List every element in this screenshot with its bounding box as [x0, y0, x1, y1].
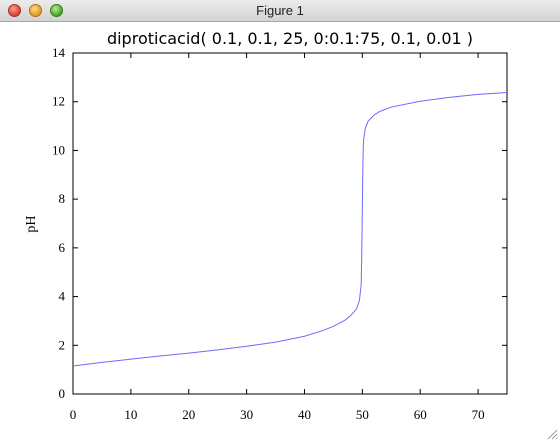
y-tick-label: 12: [52, 94, 65, 109]
window-title: Figure 1: [256, 3, 304, 18]
x-tick-label: 70: [472, 407, 485, 422]
x-tick-label: 20: [182, 407, 195, 422]
chart-title: diproticacid( 0.1, 0.1, 25, 0:0.1:75, 0.…: [107, 29, 473, 48]
x-tick-label: 0: [70, 407, 77, 422]
zoom-button[interactable]: [50, 4, 63, 17]
x-tick-label: 60: [414, 407, 427, 422]
y-tick-label: 14: [52, 45, 66, 60]
pH-titration-chart: diproticacid( 0.1, 0.1, 25, 0:0.1:75, 0.…: [24, 29, 508, 422]
plot-area-frame: [72, 52, 508, 395]
y-tick-label: 2: [59, 337, 66, 352]
resize-grip-icon[interactable]: [546, 428, 558, 440]
close-button[interactable]: [8, 4, 21, 17]
axis-ticks: [72, 52, 507, 395]
y-tick-label: 0: [59, 386, 66, 401]
title-bar[interactable]: Figure 1: [0, 0, 560, 22]
x-tick-label: 30: [240, 407, 253, 422]
x-tick-label: 50: [356, 407, 369, 422]
x-tick-label: 40: [298, 407, 311, 422]
y-tick-label: 6: [59, 240, 66, 255]
y-tick-label: 8: [59, 191, 66, 206]
x-tick-label: 10: [124, 407, 137, 422]
y-axis-label: pH: [24, 215, 39, 232]
y-tick-label: 4: [59, 289, 66, 304]
tick-labels: 0 10 20 30 40 50 60 70 0 2 4 6 8 10 12 14: [52, 45, 485, 422]
series-group: [72, 91, 508, 367]
y-tick-label: 10: [52, 142, 65, 157]
minimize-button[interactable]: [29, 4, 42, 17]
series-line: [72, 91, 508, 367]
